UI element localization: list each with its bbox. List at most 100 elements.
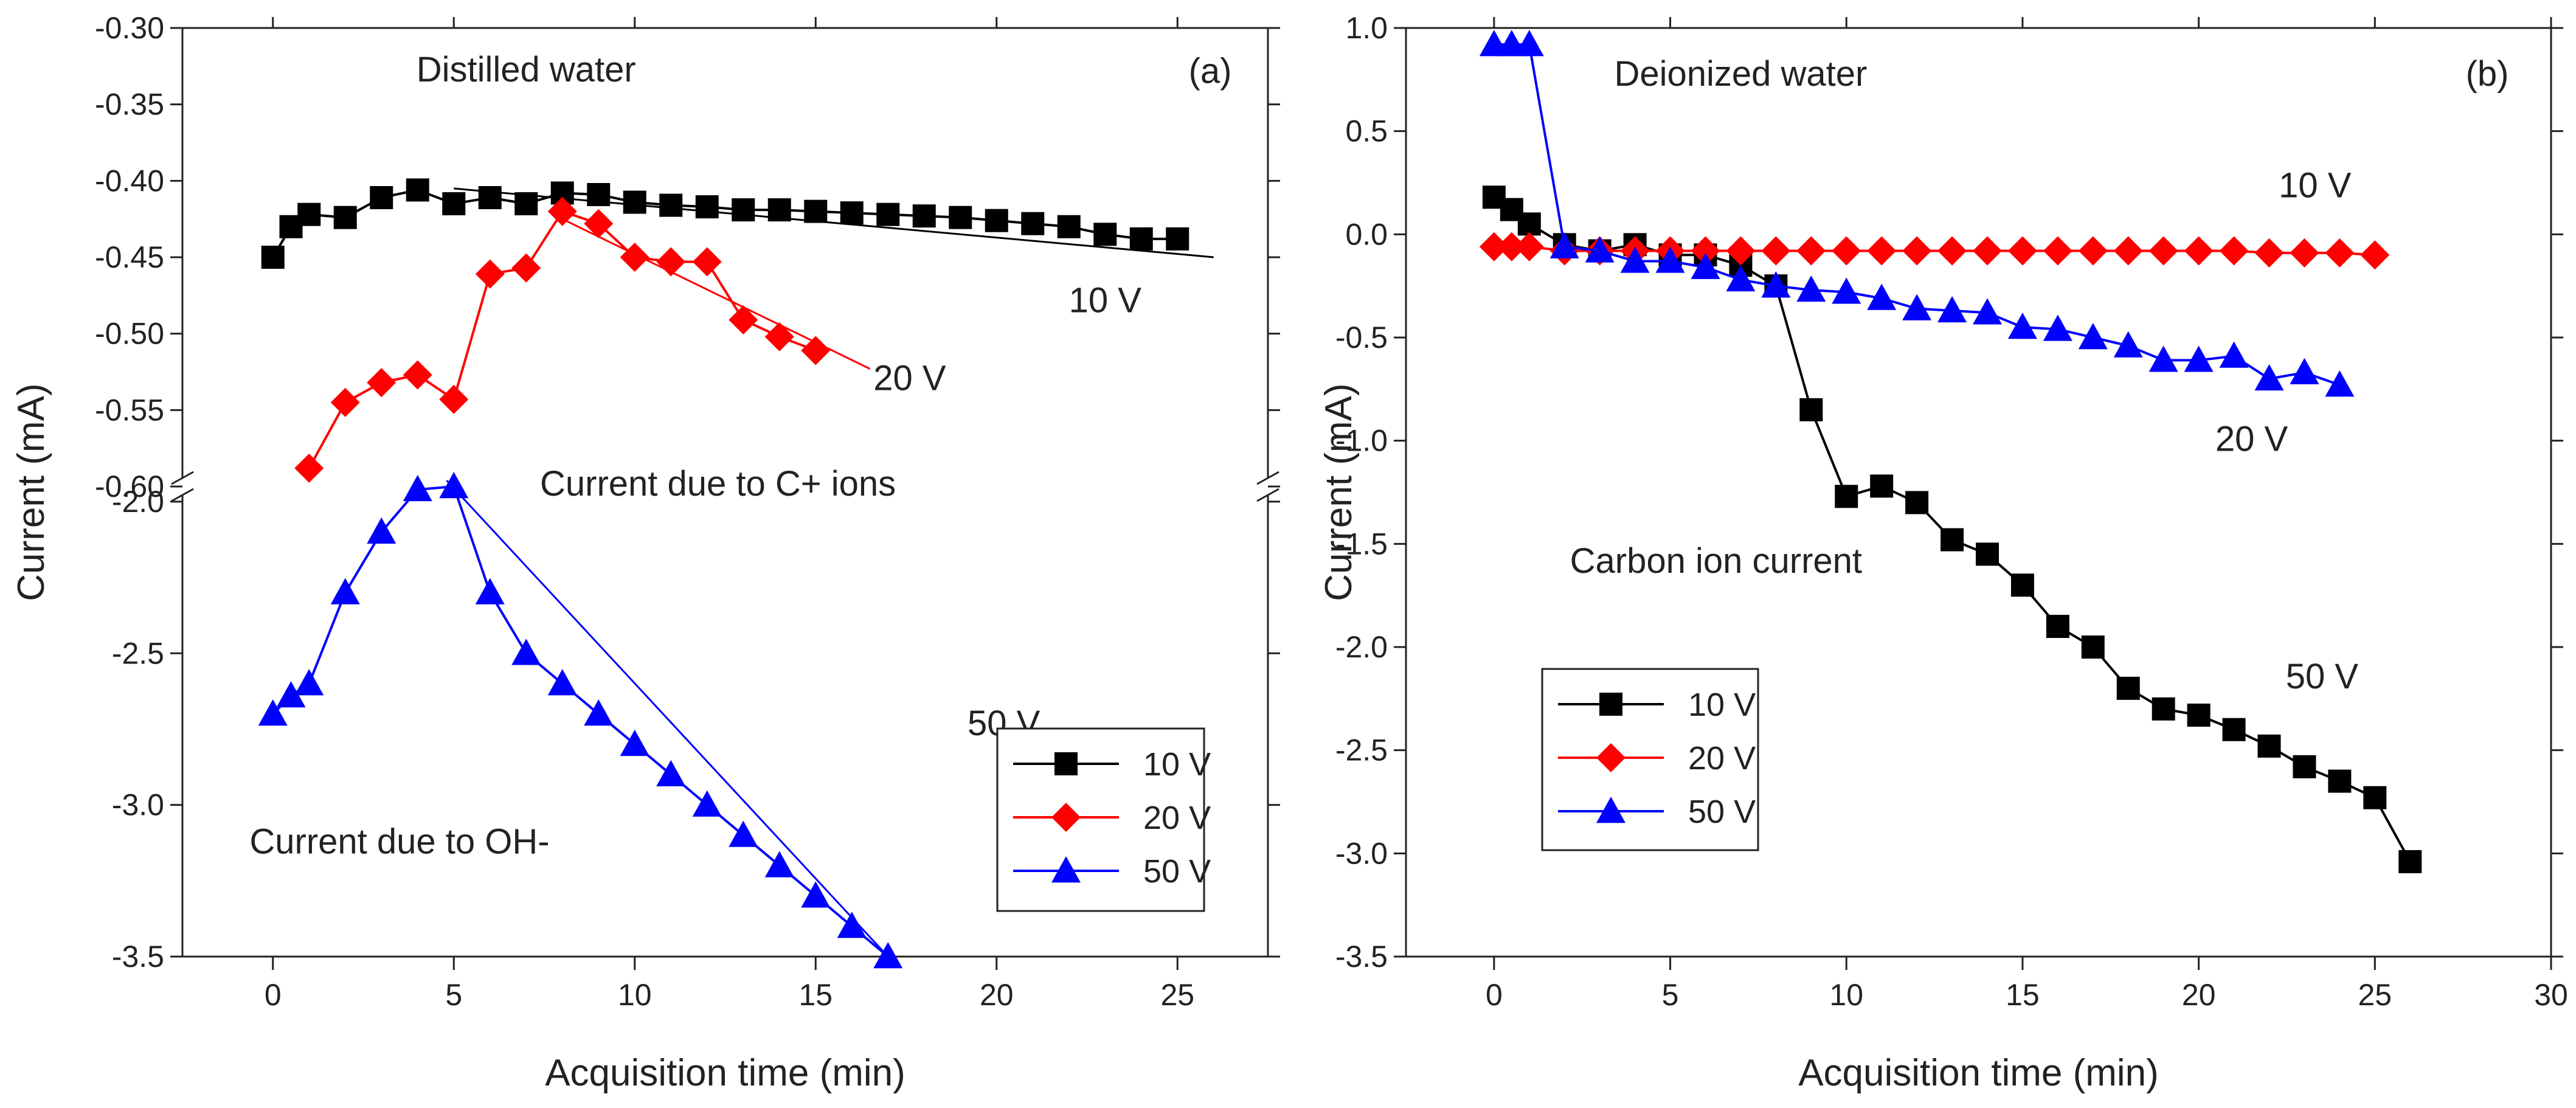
data-point-50-v bbox=[2078, 323, 2108, 350]
x-tick-label: 10 bbox=[1829, 978, 1863, 1012]
x-axis-label: Acquisition time (min) bbox=[1798, 1052, 2159, 1094]
data-point-10-v bbox=[1941, 528, 1964, 552]
data-point-10-v bbox=[949, 206, 972, 229]
legend-label-10-v: 10 V bbox=[1688, 687, 1756, 723]
data-point-10-v bbox=[1021, 212, 1045, 235]
annotation-current-due-to-c-ions: Current due to C+ ions bbox=[540, 464, 896, 504]
data-point-10-v bbox=[732, 198, 755, 222]
data-point-20-v bbox=[2360, 240, 2390, 270]
data-point-20-v bbox=[1937, 236, 1967, 266]
data-point-20-v bbox=[367, 368, 396, 398]
series-line-50-v bbox=[272, 485, 889, 958]
data-point-10-v bbox=[2081, 635, 2105, 659]
data-point-10-v bbox=[261, 246, 285, 269]
y-tick-label: -1.5 bbox=[1335, 527, 1388, 561]
data-point-10-v bbox=[333, 206, 357, 229]
data-point-20-v bbox=[1497, 232, 1526, 261]
data-point-50-v bbox=[294, 669, 324, 696]
data-point-10-v bbox=[1799, 398, 1823, 421]
data-point-50-v bbox=[1691, 252, 1720, 279]
data-point-10-v bbox=[2293, 755, 2316, 778]
data-point-50-v bbox=[692, 790, 722, 817]
data-point-20-v bbox=[403, 360, 432, 390]
data-point-50-v bbox=[729, 820, 758, 847]
data-point-20-v bbox=[656, 247, 686, 277]
data-point-50-v bbox=[1585, 236, 1615, 263]
panel-b-deionized-water: 0 5 10 15 20 25 30 1.0 0.5 0.0 -0.5 -1.0 -1.5 -2.0 -2.… bbox=[1318, 11, 2568, 1094]
data-point-50-v bbox=[873, 942, 903, 969]
data-point-10-v bbox=[1166, 227, 1189, 251]
data-point-20-v bbox=[801, 336, 831, 365]
data-point-50-v bbox=[2184, 345, 2214, 372]
y-tick-label: -0.50 bbox=[95, 317, 164, 351]
data-point-20-v bbox=[1691, 236, 1720, 266]
data-point-10-v bbox=[2152, 697, 2175, 721]
x-tick-label: 20 bbox=[980, 978, 1014, 1012]
y-tick-label: -3.0 bbox=[1335, 836, 1388, 870]
trend-line-2 bbox=[446, 480, 889, 958]
data-point-50-v bbox=[1761, 271, 1791, 298]
data-point-50-v bbox=[1902, 294, 1932, 320]
data-point-10-v bbox=[1517, 212, 1541, 236]
data-point-20-v bbox=[692, 247, 722, 277]
data-point-50-v bbox=[1832, 277, 1861, 304]
data-point-20-v bbox=[1902, 236, 1932, 266]
data-point-20-v bbox=[1514, 232, 1544, 261]
data-point-20-v bbox=[2043, 236, 2072, 266]
data-point-10-v bbox=[1129, 227, 1153, 251]
data-point-10-v bbox=[985, 209, 1008, 232]
data-point-10-v bbox=[478, 185, 502, 209]
x-tick-label: 25 bbox=[1160, 978, 1194, 1012]
annotation-deionized-water: Deionized water bbox=[1614, 54, 1867, 94]
data-point-10-v bbox=[912, 204, 936, 228]
axis-break-mark-right-2 bbox=[1256, 488, 1279, 502]
data-point-10-v bbox=[659, 193, 683, 217]
data-point-20-v bbox=[2007, 236, 2037, 266]
annotation-a: (a) bbox=[1189, 51, 1232, 91]
x-tick-label: 10 bbox=[618, 978, 652, 1012]
data-point-10-v bbox=[2010, 573, 2034, 597]
data-point-10-v bbox=[840, 201, 864, 225]
data-point-50-v bbox=[1937, 296, 1967, 323]
data-point-10-v bbox=[1093, 223, 1117, 246]
data-point-20-v bbox=[1479, 232, 1509, 261]
data-point-50-v bbox=[764, 851, 794, 878]
data-point-10-v bbox=[1905, 491, 1929, 514]
x-tick-label: 0 bbox=[265, 978, 282, 1012]
annotation-10-v: 10 V bbox=[1069, 280, 1142, 320]
data-point-20-v bbox=[2148, 236, 2178, 266]
data-point-10-v bbox=[442, 192, 466, 216]
data-point-50-v bbox=[2290, 358, 2319, 384]
data-point-50-v bbox=[2254, 364, 2284, 391]
data-point-10-v bbox=[2257, 734, 2281, 758]
y-tick-label: -0.40 bbox=[95, 164, 164, 198]
legend: 10 V 20 V 50 V bbox=[1541, 668, 1759, 851]
data-point-50-v bbox=[547, 669, 577, 696]
annotation-10-v: 10 V bbox=[2279, 165, 2352, 205]
data-point-20-v bbox=[2078, 236, 2108, 266]
data-point-50-v bbox=[1867, 283, 1897, 310]
axis-break-mark-right-1 bbox=[1256, 471, 1279, 485]
data-point-20-v bbox=[2325, 238, 2355, 268]
axis-break-mark-left-2 bbox=[171, 488, 194, 502]
data-point-50-v bbox=[1620, 246, 1650, 273]
y-tick-label: 0.5 bbox=[1345, 114, 1388, 148]
x-tick-label: 15 bbox=[798, 978, 833, 1012]
y-tick-label: -0.55 bbox=[95, 393, 164, 427]
data-point-20-v bbox=[729, 305, 758, 335]
data-point-10-v bbox=[1835, 485, 1858, 508]
data-point-10-v bbox=[2222, 718, 2246, 741]
legend-box bbox=[1541, 668, 1759, 851]
legend-label-20-v: 20 V bbox=[1688, 740, 1756, 777]
annotation-distilled-water: Distilled water bbox=[417, 50, 636, 89]
data-point-20-v bbox=[1796, 236, 1826, 266]
data-point-10-v bbox=[2363, 786, 2387, 809]
data-point-20-v bbox=[330, 387, 360, 417]
data-point-50-v bbox=[837, 912, 867, 938]
data-point-10-v bbox=[1975, 542, 1999, 566]
data-point-20-v bbox=[475, 259, 505, 289]
data-point-50-v bbox=[620, 729, 649, 757]
y-tick-label: 0.0 bbox=[1345, 217, 1388, 251]
series-line-50-v bbox=[1494, 43, 2341, 386]
